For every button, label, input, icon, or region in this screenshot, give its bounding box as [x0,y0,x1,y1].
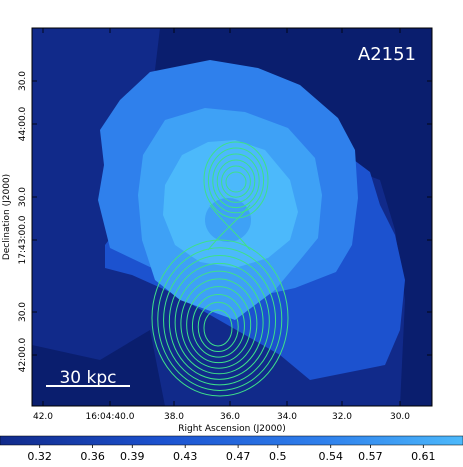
x-axis-label: Right Ascension (J2000) [178,424,285,434]
colorbar-tick-label: 0.54 [318,450,343,463]
colorbar-tick-label: 0.5 [269,450,287,463]
colorbar-tick-label: 0.47 [226,450,251,463]
colorbar-tick-label: 0.43 [173,450,198,463]
x-tick-label: 42.0 [33,412,53,422]
contour-south-level [163,255,277,386]
contour-south-level [157,247,283,391]
x-tick-label: 32.0 [332,412,352,422]
y-tick-label: 17:43:00.0 [18,215,28,264]
colorbar-tick-label: 0.32 [27,450,52,463]
contour-south-level [191,293,245,358]
x-tick-label: 38.0 [164,412,184,422]
y-tick-label: 30.0 [18,71,28,91]
y-tick-label: 30.0 [18,302,28,322]
colorbar-tick-label: 0.39 [120,450,145,463]
contour-north-level [203,141,269,219]
y-tick-label: 42:00.0 [18,337,28,372]
colorbar-tick-label: 0.36 [80,450,105,463]
contour-south-level [151,239,289,397]
plot-frame [31,27,433,407]
x-tick-label: 34.0 [277,412,297,422]
y-tick-label: 44:00.0 [18,106,28,141]
contour-south-level [174,270,264,375]
contour-north-level [216,159,256,203]
colorbar-ticks: 0.32 0.36 0.39 0.43 0.47 0.5 0.54 0.57 0.61 [27,445,436,463]
x-tick-label: 36.0 [220,412,240,422]
x-tick-label: 30.0 [390,412,410,422]
contour-bridge [207,204,251,251]
axis-ticks: 42.0 16:04:40.0 38.0 36.0 34.0 32.0 30.0 42:00.… [18,28,432,422]
temperature-cavity [205,198,251,242]
cluster-name-label: A2151 [358,44,416,65]
contour-north-level [225,171,247,193]
y-tick-label: 30.0 [18,187,28,207]
colorbar [0,435,463,446]
radio-contours [151,141,289,397]
colorbar-tick-label: 0.61 [411,450,436,463]
scale-bar-label: 30 kpc [59,368,116,388]
x-tick-label: 16:04:40.0 [85,412,134,422]
contour-north-level [212,153,260,209]
contour-south-level [168,262,270,380]
contour-south-level [197,301,239,353]
y-axis-label: Declination (J2000) [2,174,12,260]
map-dark-region [155,28,432,406]
contour-north-level [207,147,265,214]
colorbar-tick-label: 0.57 [358,450,383,463]
contour-south-level [203,309,233,347]
temperature-map: A2151 30 kpc [32,28,432,406]
contour-south-level [186,286,252,364]
contour-north-level [221,165,251,198]
contour-south-level [180,278,258,369]
